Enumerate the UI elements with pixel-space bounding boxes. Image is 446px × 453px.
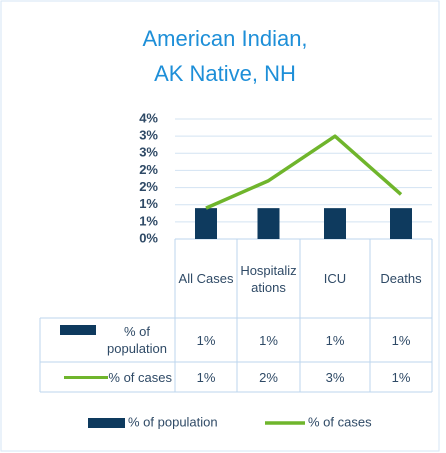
legend-key [60,325,96,335]
y-tick-label: 1% [139,213,158,228]
y-tick-label: 3% [139,128,158,143]
data-label: 1% [196,332,216,348]
table-row-header: % of cases [40,362,175,392]
data-label: 1% [259,332,278,348]
legend-label: % of population [128,414,218,429]
data-label: 2% [259,369,278,385]
line [205,134,403,210]
y-tick-label: 2% [139,162,158,177]
bar [257,208,280,239]
y-tick-label: 0% [139,230,158,245]
y-tick-label: 3% [139,145,158,160]
legend-key [88,418,125,428]
bar [324,208,346,239]
data-label: 1% [391,369,411,385]
bar [195,208,217,239]
bar [390,208,412,239]
x-tick-label: Deaths [380,271,422,286]
y-tick-label: 4% [139,110,158,125]
data-label: 1% [391,332,411,348]
table-row-header: % of population [40,318,175,362]
x-tick-label: Hospitalizations [240,262,297,295]
x-tick-label: All Cases [178,271,234,286]
data-label: 1% [196,369,216,385]
data-label: 3% [325,369,345,385]
legend-text: % of population [107,324,167,356]
legend-key [64,375,109,379]
legend-label: % of cases [308,414,372,429]
data-label: 1% [325,332,345,348]
x-tick-label: ICU [323,271,347,286]
y-tick-label: 2% [139,179,158,194]
chart-title: American Indian, AK Native, NH [142,26,307,86]
legend-text: % of cases [108,369,172,385]
y-tick-label: 1% [139,196,158,211]
